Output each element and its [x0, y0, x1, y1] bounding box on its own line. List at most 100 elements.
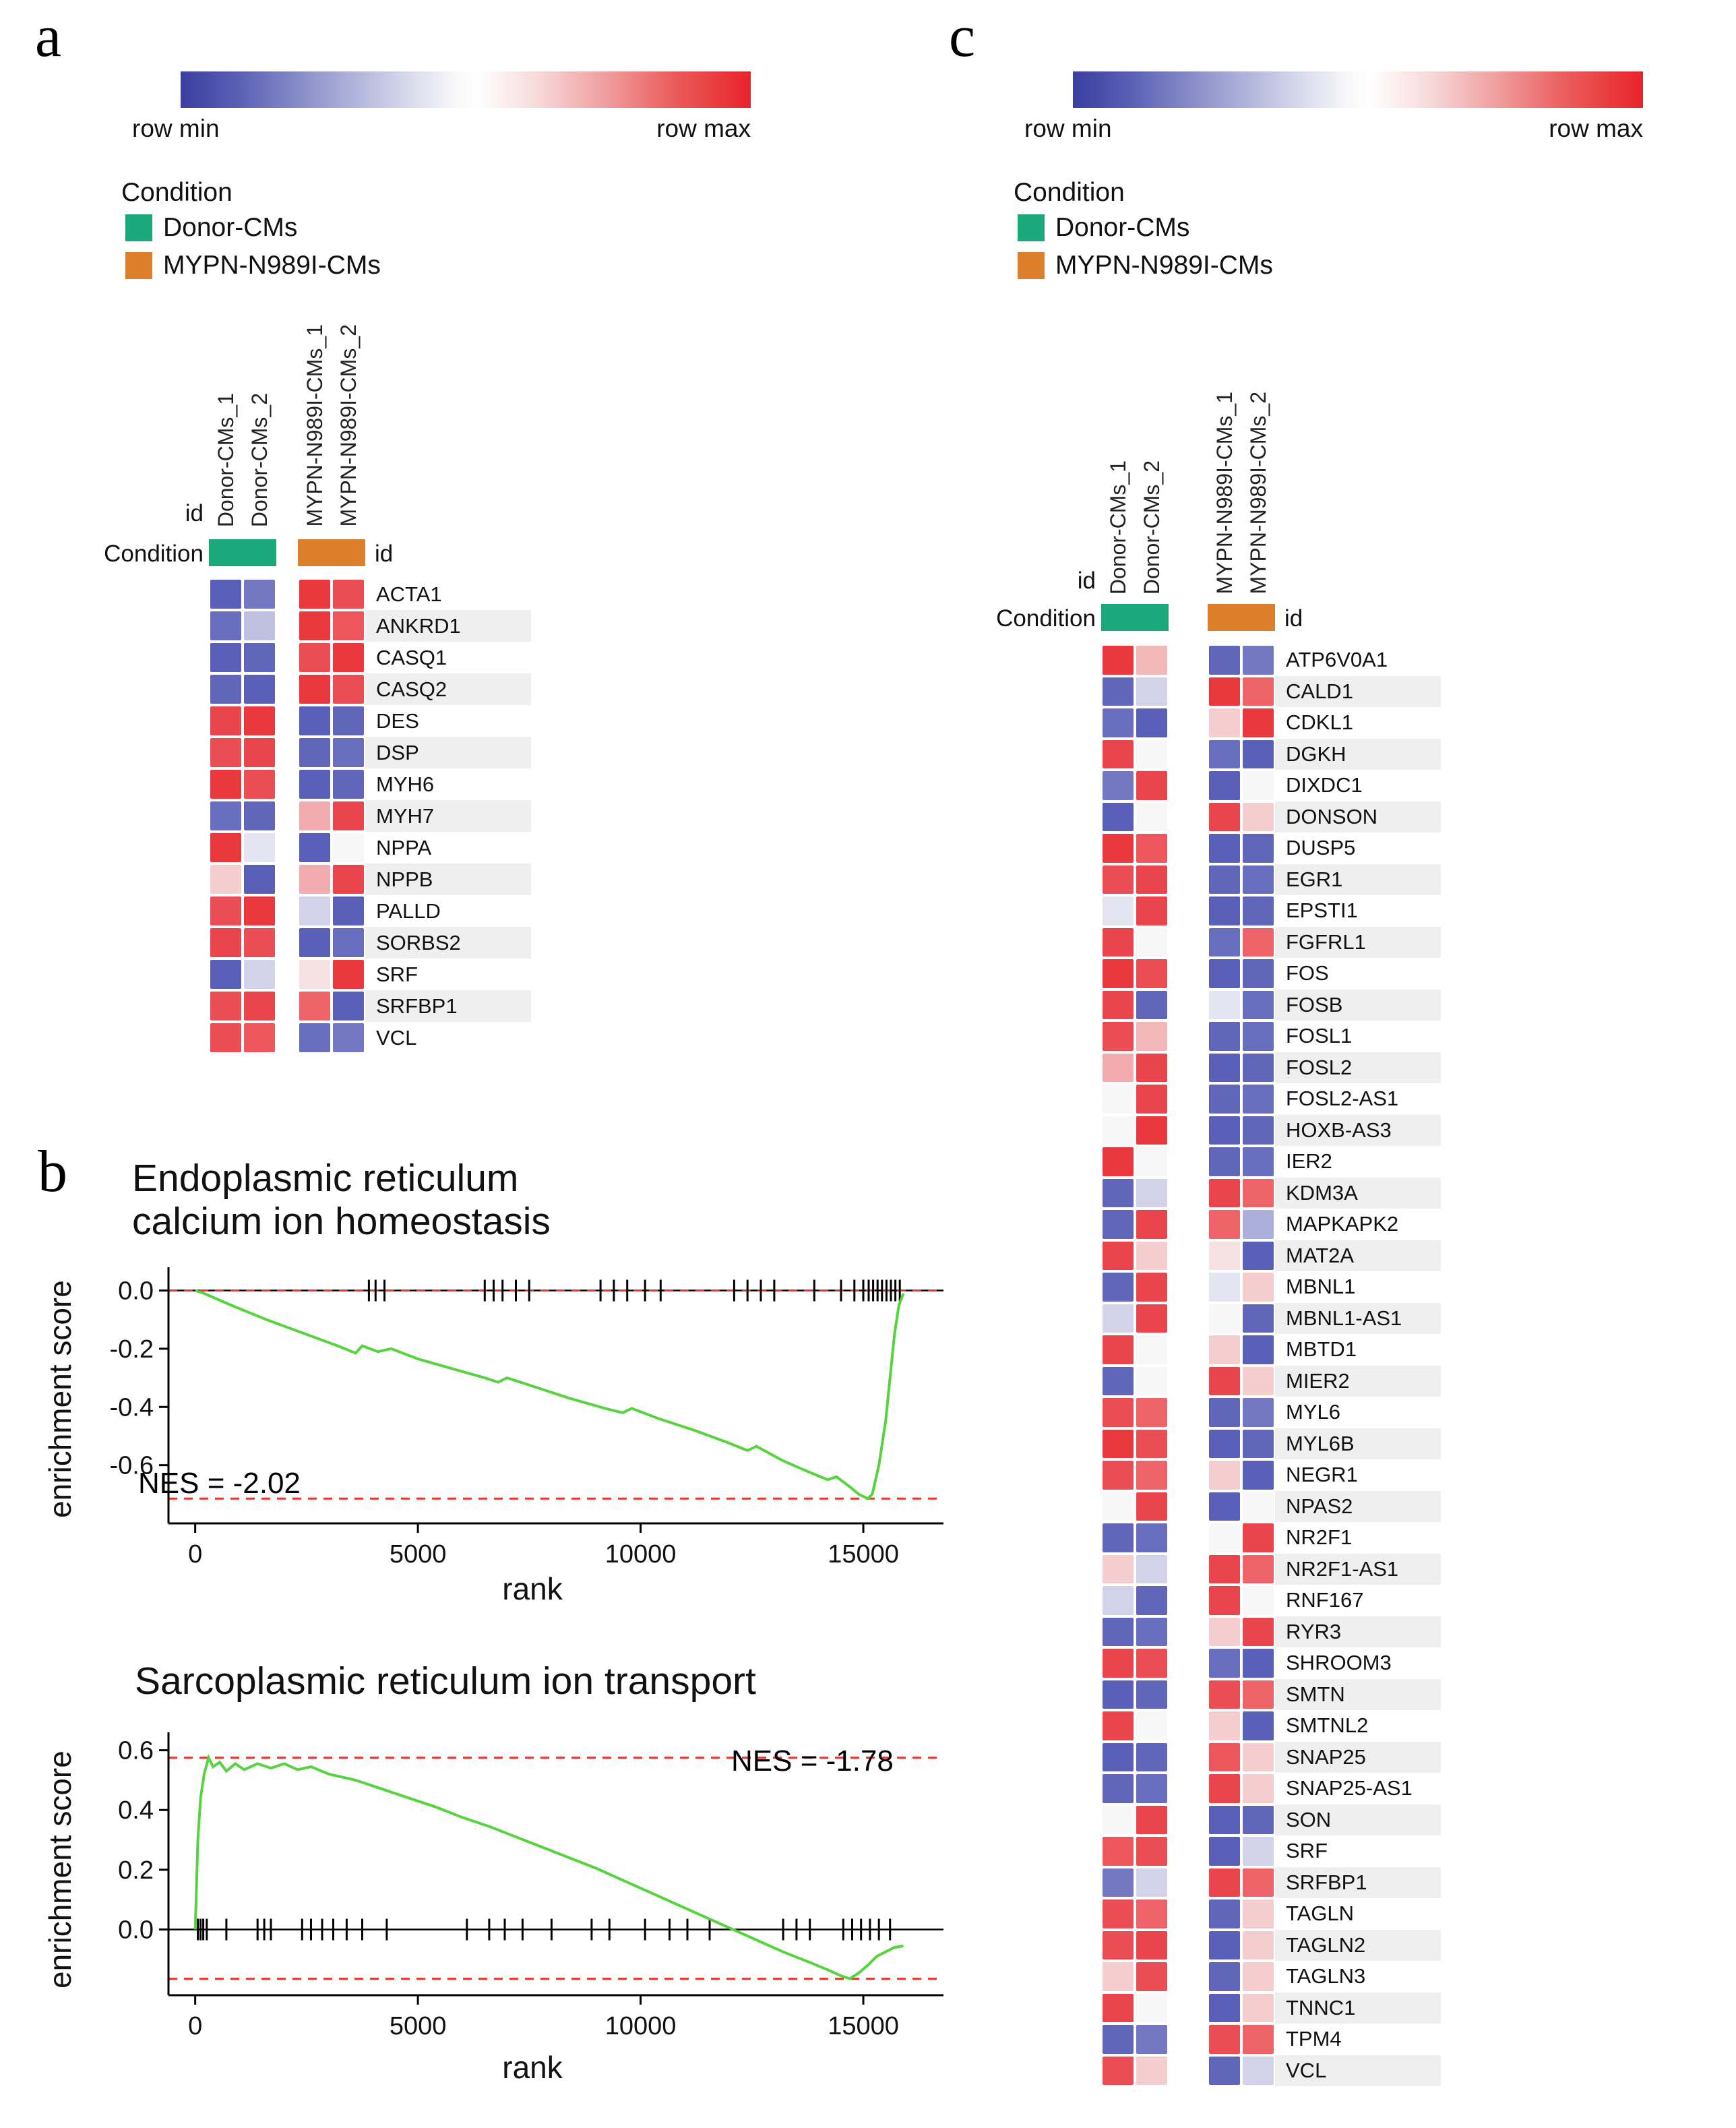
gene-label: FGFRL1 — [1275, 926, 1441, 958]
heatmap-cell — [1101, 1114, 1135, 1146]
heatmap-cell — [298, 768, 332, 800]
heatmap-row: PALLD — [209, 895, 531, 927]
heatmap-cell — [1135, 1114, 1169, 1146]
heatmap-cell — [1135, 801, 1169, 832]
heatmap-cell — [1135, 644, 1169, 676]
heatmap-cell — [332, 768, 365, 800]
heatmap-cell — [332, 927, 365, 959]
heatmap-cell — [1241, 2055, 1275, 2086]
heatmap-cell — [1101, 958, 1135, 990]
heatmap-cell — [1101, 1428, 1135, 1459]
heatmap-row: VCL — [1101, 2055, 1441, 2086]
heatmap-cell — [1101, 1866, 1135, 1898]
heatmap-cell — [1135, 1929, 1169, 1961]
heatmap-cell — [1241, 1052, 1275, 1083]
mypn-color-swatch — [125, 252, 152, 279]
heatmap-cell — [1101, 770, 1135, 801]
heatmap-cell — [332, 610, 365, 642]
heatmap-row: SMTNL2 — [1101, 1710, 1441, 1742]
heatmap-row: ATP6V0A1 — [1101, 644, 1441, 676]
heatmap-cell — [209, 990, 243, 1022]
heatmap-row: FGFRL1 — [1101, 926, 1441, 958]
y-axis-label-2: enrichment score — [42, 1751, 78, 1988]
heatmap-cell — [209, 895, 243, 927]
heatmap-cell — [332, 642, 365, 673]
heatmap-cell — [1208, 1678, 1241, 1710]
heatmap-cell — [1241, 1240, 1275, 1271]
heatmap-cell — [1241, 1334, 1275, 1366]
heatmap-cell — [1208, 1428, 1241, 1459]
condition-row-label-c: Condition — [996, 605, 1096, 632]
heatmap-cell — [1241, 1678, 1275, 1710]
heatmap-cell — [1101, 2055, 1135, 2086]
gene-label: FOSL1 — [1286, 1024, 1353, 1048]
heatmap-cell — [209, 927, 243, 959]
gene-label: SRFBP1 — [1275, 1866, 1441, 1898]
row-min-label-c: row min — [1024, 115, 1112, 142]
heatmap-cell — [1101, 1929, 1135, 1961]
condition-strip-donor-a — [209, 539, 276, 566]
heatmap-cell — [298, 673, 332, 705]
heatmap-row: FOS — [1101, 958, 1441, 990]
heatmap-cell — [1101, 801, 1135, 832]
gene-label: NR2F1 — [1286, 1525, 1353, 1550]
heatmap-cell — [1135, 1021, 1169, 1052]
heatmap-cell — [1101, 863, 1135, 895]
gene-label: SRF — [376, 962, 418, 986]
heatmap-cell — [1101, 1522, 1135, 1554]
heatmap-cell — [243, 927, 276, 959]
svg-text:0.4: 0.4 — [118, 1796, 154, 1825]
column-label: Donor-CMs_2 — [1140, 460, 1164, 595]
heatmap-cell — [1208, 1334, 1241, 1366]
heatmap-cell — [1208, 1585, 1241, 1616]
heatmap-cell — [1241, 1585, 1275, 1616]
heatmap-cell — [1241, 1271, 1275, 1303]
heatmap-row: MYL6 — [1101, 1397, 1441, 1428]
column-label: MYPN-N989I-CMs_2 — [336, 324, 361, 527]
id-column-header-c: id — [1284, 605, 1303, 632]
heatmap-row: NPPA — [209, 832, 531, 863]
gene-label: SNAP25 — [1275, 1741, 1441, 1773]
heatmap-cell — [243, 800, 276, 832]
heatmap-cell — [1135, 1898, 1169, 1930]
heatmap-cell — [1101, 1302, 1135, 1334]
heatmap-row: SRFBP1 — [1101, 1866, 1441, 1898]
svg-text:0.2: 0.2 — [118, 1856, 154, 1885]
gene-label: SHROOM3 — [1286, 1651, 1392, 1675]
heatmap-cell — [332, 673, 365, 705]
gene-label: IER2 — [1286, 1149, 1332, 1174]
column-label: Donor-CMs_2 — [247, 392, 272, 527]
heatmap-cell — [1208, 1271, 1241, 1303]
heatmap-cell — [1135, 1678, 1169, 1710]
heatmap-cell — [1208, 644, 1241, 676]
heatmap-cell — [243, 895, 276, 927]
heatmap-row: SORBS2 — [209, 927, 531, 959]
heatmap-cell — [243, 610, 276, 642]
color-scale-gradient-c — [1073, 71, 1643, 108]
gene-label: VCL — [376, 1025, 417, 1050]
heatmap-row: MAT2A — [1101, 1240, 1441, 1271]
heatmap-cell — [332, 832, 365, 863]
column-label: MYPN-N989I-CMs_1 — [303, 324, 327, 527]
gene-label: FOSB — [1275, 989, 1441, 1021]
heatmap-cell — [1208, 863, 1241, 895]
heatmap-cell — [1241, 1710, 1275, 1742]
gsea-plot-1: 0.0 -0.2 -0.4 -0.6 0 5000 10000 15000 — [110, 1267, 943, 1569]
heatmap-cell — [1208, 1992, 1241, 2024]
gene-label: MBTD1 — [1286, 1337, 1357, 1362]
heatmap-cell — [1101, 1678, 1135, 1710]
heatmap-row: RYR3 — [1101, 1616, 1441, 1647]
heatmap-cell — [1135, 1146, 1169, 1178]
heatmap-cell — [298, 959, 332, 990]
heatmap-row: MBTD1 — [1101, 1334, 1441, 1366]
gene-label: TAGLN3 — [1286, 1964, 1366, 1988]
heatmap-cell — [1241, 2024, 1275, 2055]
mypn-color-swatch — [1018, 252, 1045, 279]
heatmap-row: SRF — [209, 959, 531, 990]
gene-label: ANKRD1 — [365, 610, 531, 642]
heatmap-cell — [1208, 1397, 1241, 1428]
donor-color-swatch — [1018, 214, 1045, 241]
svg-text:0: 0 — [188, 2012, 202, 2040]
condition-strip-mypn-c — [1208, 604, 1275, 631]
svg-text:-0.2: -0.2 — [110, 1335, 154, 1364]
